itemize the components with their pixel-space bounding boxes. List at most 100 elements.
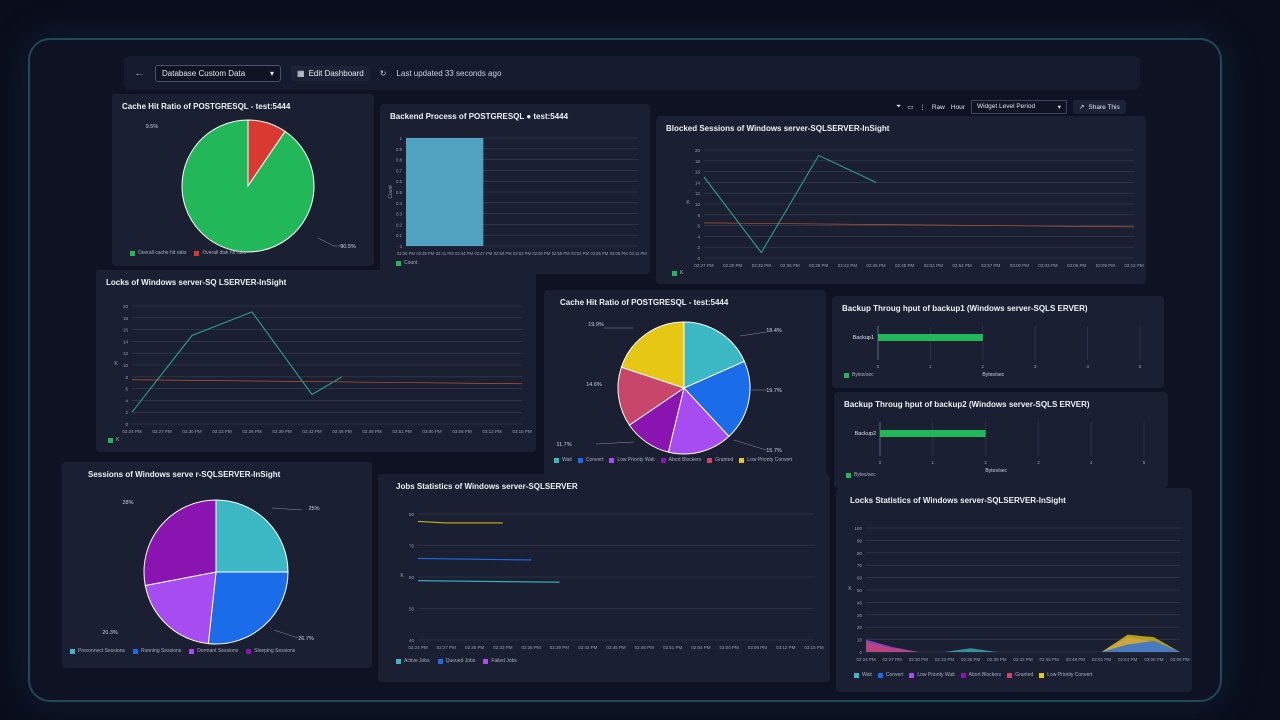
x-tick-label: 03:15 PM [512,429,532,434]
x-tick-label: 02:33 PM [212,429,232,434]
x-tick-label: 02:47 PM [474,251,492,256]
legend-item: Granted [1007,672,1033,678]
y-tick-label: 12 [695,191,701,196]
pie-leader-line [739,331,767,337]
y-axis-label: K [114,361,118,367]
threshold-line [703,222,1135,228]
x-tick-label: 03:06 PM [748,645,768,650]
x-axis-label: Bytes/sec [985,468,1007,474]
series-area [1101,640,1180,652]
y-axis-label: K [400,573,404,579]
pie-label: 9.5% [146,124,159,130]
widget-locks-statistics: Locks Statistics of Windows server-SQLSE… [836,488,1192,692]
y-tick-label: 70 [409,544,415,549]
y-tick-label: 0.6 [396,179,402,184]
share-button[interactable]: ↗ Share This [1072,100,1126,114]
legend-item: K [108,437,119,443]
x-tick-label: 02:39 PM [987,657,1007,662]
x-tick-label: 02:30 PM [182,429,202,434]
y-tick-label: 20 [695,148,701,153]
pie-slice [617,366,686,426]
x-tick-label: 03:12 PM [482,429,502,434]
x-tick-label: 4 [1086,364,1089,369]
x-tick-label: 03:09 PM [1096,263,1116,268]
more-icon[interactable]: ⋮ [919,104,926,111]
y-tick-label: 30 [857,613,863,618]
x-tick-label: 02:27 PM [694,263,714,268]
y-tick-label: 16 [123,328,129,333]
legend-item: Convert [577,457,603,463]
widget-title: Backup Throug hput of backup2 (Windows s… [844,400,1090,409]
pie-slice [683,360,751,438]
threshold-line [131,379,523,385]
dashboard-select-value: Database Custom Data [162,68,246,78]
x-tick-label: 02:51 PM [663,645,683,650]
chart-legend: Overall cache hit ratio Overall disk hit… [130,250,246,256]
hour-toggle[interactable]: Hour [950,103,965,111]
y-tick-label: 60 [857,576,863,581]
raw-toggle[interactable]: Raw [931,103,945,111]
legend-item: Overall disk hit ratio [194,250,246,256]
x-tick-label: 03:03 PM [1038,263,1058,268]
x-tick-label: 02:39 PM [550,645,570,650]
x-tick-label: 02:27 PM [437,645,457,650]
monitor-icon[interactable]: ▭ [907,104,914,111]
x-tick-label: 02:50 PM [494,251,512,256]
pie-label: 15.7% [766,448,782,454]
x-tick-label: 02:51 PM [924,263,944,268]
y-tick-label: 8 [697,213,700,218]
edit-dashboard-button[interactable]: ▦ Edit Dashboard [291,65,370,81]
filter-icon[interactable]: ⏷ [896,103,902,110]
back-arrow-icon[interactable]: ← [134,67,145,79]
widget-title: Blocked Sessions of Windows server-SQLSE… [666,124,890,133]
dashboard-select[interactable]: Database Custom Data ▾ [155,64,281,82]
pie-slice [683,321,746,389]
x-tick-label: 03:00 PM [422,429,442,434]
pie-label: 18.4% [766,328,782,334]
legend-item: Low Priority Wait [909,672,955,678]
period-select[interactable]: Widget Level Period ▾ [970,100,1067,114]
x-tick-label: 02:45 PM [332,429,352,434]
share-label: Share This [1088,103,1120,111]
y-tick-label: 0 [400,244,403,249]
legend-item: Bytes/sec [844,372,874,378]
chart-legend: Active Jobs Queued Jobs Failed Jobs [396,658,517,664]
y-tick-label: 60 [409,575,415,580]
pie-label: 11.7% [556,442,571,448]
pie-slice [144,571,217,645]
x-tick-label: 02:51 PM [1092,657,1112,662]
x-tick-label: 02:24 PM [122,429,142,434]
x-tick-label: 03:05 PM [590,251,608,256]
y-tick-label: 6 [697,224,700,229]
bar-chart: 0 1 2 3 4 5 Backup2 Bytes/sec [855,422,1146,474]
x-tick-label: 03:15 PM [804,645,824,650]
widget-title: Locks Statistics of Windows server-SQLSE… [850,496,1066,505]
legend-item: Count [396,260,417,266]
x-tick-label: 02:48 PM [1066,657,1086,662]
x-tick-label: 02:30 PM [465,645,485,650]
y-tick-label: 14 [695,180,701,185]
chevron-down-icon: ▾ [269,68,274,78]
chart-legend: Wait Convert Low Priority Wait Abort Blo… [554,457,792,463]
chart-legend: Count [396,260,417,266]
y-tick-label: 12 [123,351,129,356]
legend-item: Preconnect Sessions [70,648,125,654]
y-tick-label: 40 [857,600,863,605]
y-axis-label: Count [388,185,394,199]
widget-jobs-statistics: Jobs Statistics of Windows server-SQLSER… [378,474,830,682]
widget-title: Jobs Statistics of Windows server-SQLSER… [396,482,578,491]
pie-slice [215,499,289,573]
x-tick-label: 5 [1139,364,1142,369]
x-tick-label: 0 [879,460,882,465]
x-tick-label: 4 [1090,460,1093,465]
pie-slice [181,119,315,253]
pie-slice [207,571,289,645]
line-chart: 80 70 60 50 40 02:24 PM 02:27 PM 02:30 PM 02:33 … [400,512,824,650]
y-tick-label: 2 [125,410,128,415]
pie-leader-line [317,237,342,247]
legend-item: Running Sessions [132,648,181,654]
series-area [866,642,919,652]
widget-cache-hit-ratio-1: Cache Hit Ratio of POSTGRESQL - test:544… [112,94,374,266]
refresh-icon[interactable]: ↻ [379,68,387,78]
x-tick-label: 03:06 PM [1170,657,1190,662]
